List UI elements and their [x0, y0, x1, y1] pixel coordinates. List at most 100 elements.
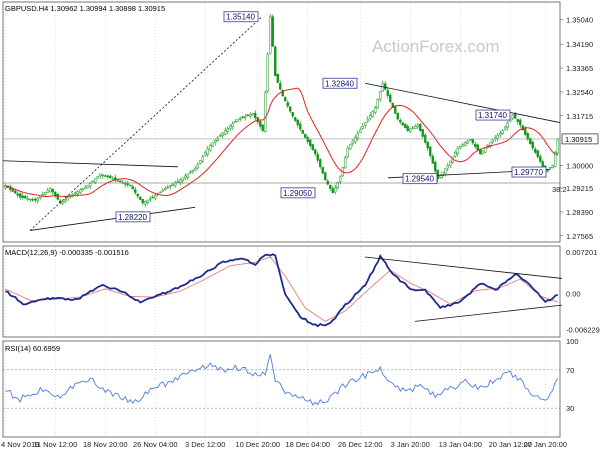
candle-body	[464, 142, 467, 146]
candle-body	[459, 146, 462, 149]
macd-trendline-lower	[414, 304, 563, 322]
candle-body	[234, 121, 237, 123]
candle-body	[56, 193, 59, 200]
candle-body	[61, 200, 64, 204]
candle-body	[221, 132, 224, 136]
candle-body	[419, 123, 422, 131]
candle-body	[359, 129, 362, 133]
candle-body	[119, 180, 122, 183]
rsi-y-tick-label: 100	[566, 337, 579, 346]
candle-body	[216, 137, 219, 141]
candle-body	[374, 107, 377, 113]
price-annotation-label: 1.29050	[283, 189, 312, 198]
trendline-upper-right	[364, 82, 561, 123]
candle-body	[304, 134, 307, 138]
candle-body	[236, 118, 239, 122]
candle-body	[129, 184, 132, 187]
candle-body	[124, 183, 127, 185]
candle-body	[161, 189, 164, 192]
candle-body	[36, 197, 39, 202]
candle-body	[456, 147, 459, 155]
candle-body	[539, 156, 542, 162]
x-tick-label: 18 Nov 20:00	[83, 440, 128, 449]
candle-body	[184, 175, 187, 179]
candle-body	[376, 99, 379, 108]
candle-body	[479, 149, 482, 155]
candle-body	[484, 147, 487, 153]
candle-body	[279, 83, 282, 90]
candle-body	[476, 144, 479, 151]
moving-average-line	[5, 87, 558, 198]
price-annotation-label: 1.29540	[405, 175, 434, 184]
x-tick-label: 27 Jan 20:00	[524, 440, 567, 449]
candle-body	[411, 127, 414, 129]
trendline-lower-left	[29, 206, 196, 231]
last-price-label: 1.30915	[565, 135, 592, 144]
candle-body	[186, 173, 189, 178]
candle-body	[344, 157, 347, 169]
candle-body	[394, 105, 397, 114]
candle-body	[54, 191, 57, 196]
candle-body	[111, 178, 114, 180]
candle-body	[241, 116, 244, 119]
candle-body	[26, 198, 29, 200]
price-y-tick-label: 1.27565	[566, 232, 593, 241]
candle-body	[204, 152, 207, 156]
candle-body	[474, 143, 477, 147]
candle-body	[549, 167, 552, 169]
trendline-dashed	[29, 16, 263, 231]
macd-y-tick-label: -0.006229	[566, 326, 600, 335]
candle-body	[106, 175, 109, 178]
candle-body	[429, 146, 432, 156]
x-tick-label: 11 Nov 12:00	[33, 440, 77, 449]
candle-body	[224, 130, 227, 135]
candle-body	[444, 168, 447, 174]
x-tick-label: 26 Dec 12:00	[338, 440, 383, 449]
rsi-line	[5, 354, 559, 406]
candle-body	[316, 154, 319, 161]
candle-body	[449, 160, 452, 166]
candle-body	[181, 177, 184, 181]
candle-body	[319, 159, 322, 168]
rsi-y-tick-label: 70	[566, 366, 574, 375]
candle-body	[176, 181, 179, 183]
candle-body	[141, 199, 144, 204]
candle-body	[306, 137, 309, 142]
candle-body	[364, 122, 367, 126]
candle-body	[169, 185, 172, 188]
candle-body	[49, 188, 52, 193]
x-tick-label: 10 Dec 20:00	[235, 440, 280, 449]
candle-body	[531, 141, 534, 149]
candle-body	[354, 136, 357, 143]
candle-body	[286, 102, 289, 107]
candle-body	[406, 126, 409, 131]
candle-body	[489, 141, 492, 147]
candle-body	[249, 114, 252, 117]
candle-body	[454, 152, 457, 157]
price-panel-frame	[2, 1, 561, 243]
price-y-tick-label: 1.34190	[566, 40, 593, 49]
candle-body	[39, 195, 42, 198]
candle-body	[519, 120, 522, 126]
candle-body	[414, 126, 417, 129]
candle-body	[154, 195, 157, 199]
candle-body	[361, 126, 364, 129]
price-annotation-box	[511, 166, 547, 178]
candle-body	[191, 169, 194, 173]
candle-body	[349, 144, 352, 150]
price-y-tick-label: 1.33365	[566, 64, 593, 73]
trendline-upper-left	[2, 160, 179, 168]
last-price-box	[561, 133, 599, 145]
candle-body	[239, 117, 242, 120]
candle-body	[524, 128, 527, 135]
candle-body	[386, 90, 389, 96]
candle-body	[189, 171, 192, 174]
candle-body	[199, 160, 202, 164]
price-y-tick-label: 1.28390	[566, 208, 593, 217]
candle-body	[94, 178, 97, 183]
candle-body	[421, 129, 424, 137]
candle-body	[291, 112, 294, 117]
candle-body	[116, 180, 119, 182]
macd-panel-frame	[2, 245, 561, 338]
candle-body	[439, 175, 442, 178]
